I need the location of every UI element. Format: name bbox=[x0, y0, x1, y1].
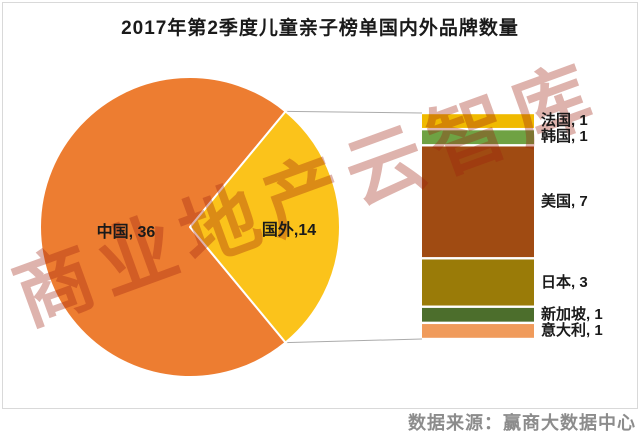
bar-label-美国: 美国, 7 bbox=[541, 192, 588, 210]
bar-segment-新加坡 bbox=[422, 307, 534, 322]
bar-segment-意大利 bbox=[422, 324, 534, 338]
pie-label-china: 中国, 36 bbox=[96, 224, 156, 241]
connector-line-top bbox=[285, 110, 423, 114]
pie-slice-foreign bbox=[189, 110, 341, 344]
bar-segment-韩国 bbox=[422, 130, 534, 145]
bar-label-法国: 法国, 1 bbox=[541, 112, 588, 130]
bar-segment-美国 bbox=[422, 146, 534, 258]
bar-segment-日本 bbox=[422, 259, 534, 306]
bar-label-日本: 日本, 3 bbox=[541, 273, 588, 291]
chart-title: 2017年第2季度儿童亲子榜单国内外品牌数量 bbox=[121, 18, 519, 39]
pie-slice-china bbox=[39, 76, 287, 378]
bar-segment-法国 bbox=[422, 114, 534, 128]
bar-label-新加坡: 新加坡, 1 bbox=[541, 305, 603, 323]
data-source: 数据来源：赢商大数据中心 bbox=[408, 413, 636, 433]
bar-label-意大利: 意大利, 1 bbox=[541, 321, 603, 339]
pie-label-foreign: 国外,14 bbox=[261, 222, 317, 239]
connector-line-bottom bbox=[285, 338, 423, 344]
bar-label-韩国: 韩国, 1 bbox=[541, 128, 588, 146]
